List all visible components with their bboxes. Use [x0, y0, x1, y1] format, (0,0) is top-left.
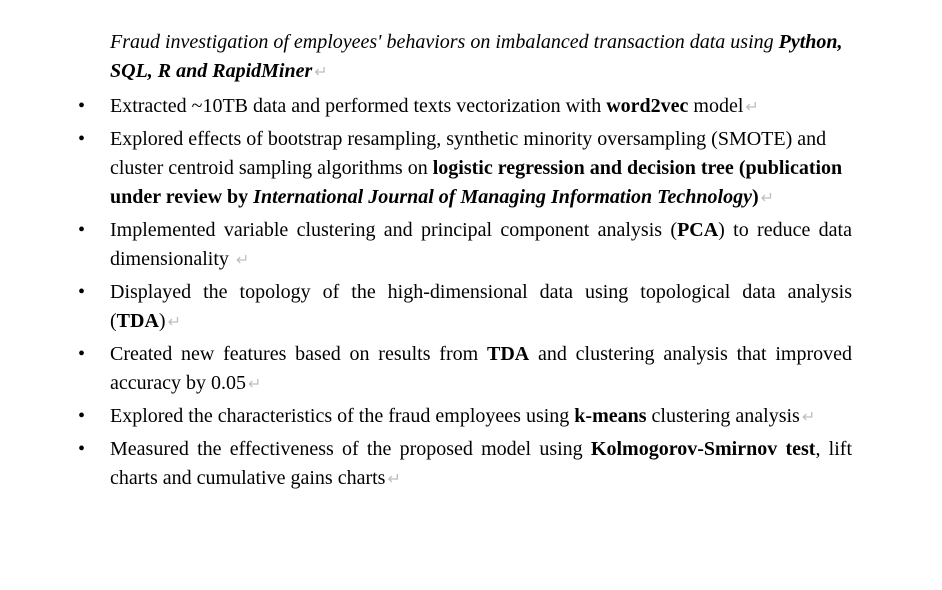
- text-run: Kolmogorov-Smirnov test: [591, 438, 816, 460]
- text-run: Explored the characteristics of the frau…: [110, 405, 574, 427]
- document-title: Fraud investigation of employees' behavi…: [110, 28, 852, 86]
- text-run: model: [688, 95, 743, 117]
- title-intro: Fraud investigation of employees' behavi…: [110, 31, 779, 53]
- text-run: word2vec: [606, 95, 688, 117]
- text-run: k-means: [574, 405, 646, 427]
- paragraph-mark-icon: ↵: [800, 409, 815, 426]
- list-item: Implemented variable clustering and prin…: [70, 216, 852, 274]
- text-run: Extracted ~10TB data and performed texts…: [110, 95, 606, 117]
- text-run: TDA: [117, 310, 159, 332]
- paragraph-mark-icon: ↵: [166, 314, 181, 331]
- text-run: Displayed the topology of the high-dimen…: [110, 281, 852, 332]
- text-run: ): [752, 186, 759, 208]
- text-run: ): [159, 310, 166, 332]
- list-item: Created new features based on results fr…: [70, 340, 852, 398]
- text-run: PCA: [677, 219, 718, 241]
- text-run: clustering analysis: [647, 405, 800, 427]
- paragraph-mark-icon: ↵: [759, 190, 774, 207]
- list-item: Measured the effectiveness of the propos…: [70, 435, 852, 493]
- paragraph-mark-icon: ↵: [246, 376, 261, 393]
- paragraph-mark-icon: ↵: [234, 252, 249, 269]
- text-run: Measured the effectiveness of the propos…: [110, 438, 591, 460]
- bullet-list: Extracted ~10TB data and performed texts…: [70, 92, 852, 493]
- paragraph-mark-icon: ↵: [312, 64, 327, 81]
- paragraph-mark-icon: ↵: [743, 99, 758, 116]
- text-run: Created new features based on results fr…: [110, 343, 487, 365]
- list-item: Explored the characteristics of the frau…: [70, 402, 852, 431]
- document-page: Fraud investigation of employees' behavi…: [0, 0, 942, 537]
- list-item: Explored effects of bootstrap resampling…: [70, 125, 852, 212]
- list-item: Extracted ~10TB data and performed texts…: [70, 92, 852, 121]
- text-run: Implemented variable clustering and prin…: [110, 219, 677, 241]
- text-run: International Journal of Managing Inform…: [253, 186, 752, 208]
- list-item: Displayed the topology of the high-dimen…: [70, 278, 852, 336]
- text-run: TDA: [487, 343, 529, 365]
- paragraph-mark-icon: ↵: [385, 471, 400, 488]
